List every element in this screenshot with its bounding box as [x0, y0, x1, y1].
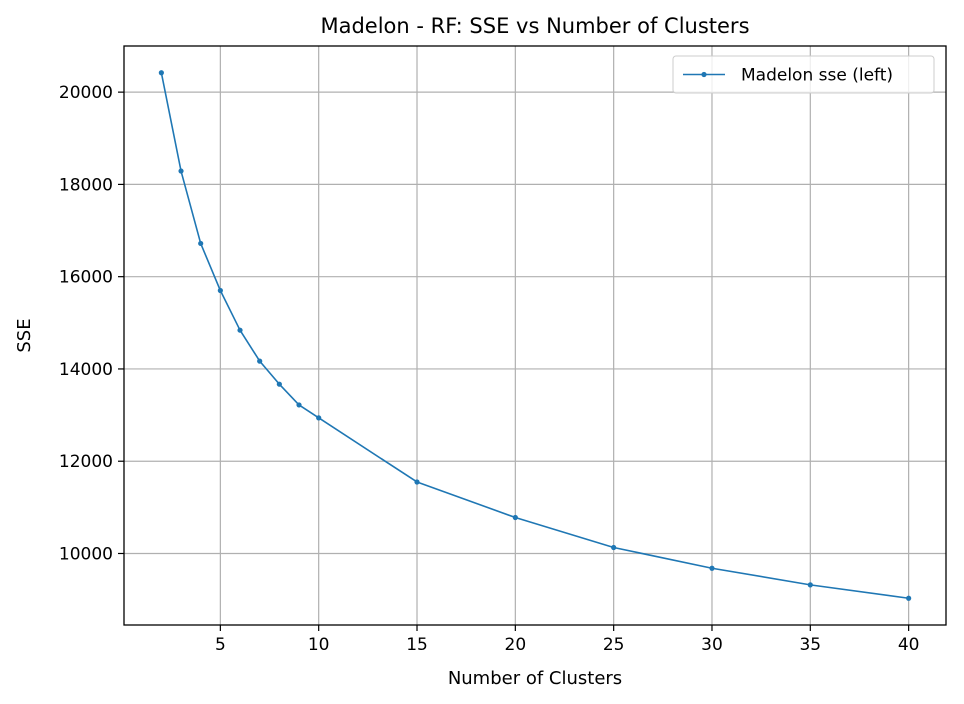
data-point: [158, 70, 164, 76]
x-tick-label: 10: [308, 635, 330, 655]
data-point: [709, 565, 715, 571]
x-tick-label: 15: [406, 635, 428, 655]
chart-title: Madelon - RF: SSE vs Number of Clusters: [320, 14, 749, 38]
x-tick-label: 35: [799, 635, 821, 655]
data-point: [178, 168, 184, 174]
y-tick-label: 10000: [59, 544, 113, 564]
legend-marker-swatch: [701, 71, 707, 78]
x-tick-label: 25: [603, 635, 625, 655]
y-axis-title: SSE: [14, 318, 35, 352]
y-tick-label: 20000: [59, 83, 113, 103]
legend: Madelon sse (left): [672, 55, 935, 94]
x-tick-label: 20: [505, 635, 527, 655]
series-layer: [158, 70, 912, 601]
data-point: [414, 479, 420, 485]
x-tick-label: 40: [898, 635, 920, 655]
x-tick-label: 30: [701, 635, 723, 655]
axis-ticks: 5 10 15 20 25 30 35 40 10000 12000 14000 16000 18000…: [59, 83, 920, 655]
data-point: [906, 595, 912, 601]
x-axis-title: Number of Clusters: [448, 668, 622, 689]
y-tick-label: 12000: [59, 452, 113, 472]
y-tick-label: 16000: [59, 268, 113, 288]
data-point: [276, 381, 282, 387]
x-tick-label: 5: [215, 635, 226, 655]
data-point: [237, 327, 243, 333]
y-tick-label: 18000: [59, 175, 113, 195]
legend-box: [672, 55, 935, 94]
data-point: [512, 514, 518, 521]
data-point: [217, 287, 223, 294]
data-point: [316, 415, 322, 421]
data-point: [257, 358, 263, 364]
data-point: [198, 240, 204, 247]
data-point: [807, 582, 813, 588]
data-point: [296, 402, 302, 408]
y-tick-label: 14000: [59, 360, 113, 380]
plot-frame: [123, 45, 947, 626]
legend-label: Madelon sse (left): [741, 66, 893, 86]
data-point: [611, 544, 617, 551]
